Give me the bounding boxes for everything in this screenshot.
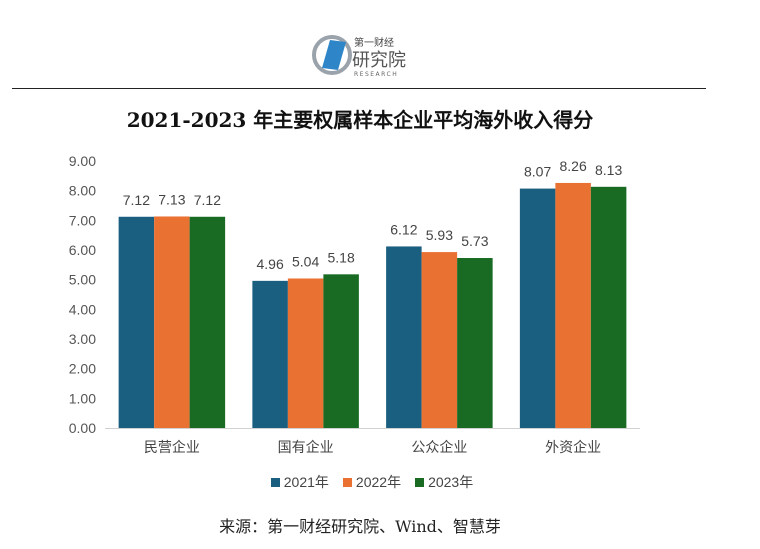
legend-label: 2021年 [283, 474, 329, 490]
x-tick-label: 民营企业 [144, 439, 200, 456]
chart-title: 2021-2023 年主要权属样本企业平均海外收入得分 [126, 108, 594, 132]
y-tick-label: 9.00 [69, 153, 96, 169]
bar [386, 246, 422, 428]
y-tick-label: 7.00 [69, 212, 96, 228]
x-tick-label: 公众企业 [411, 439, 467, 456]
source-note: 来源：第一财经研究院、Wind、智慧芽 [219, 517, 501, 536]
bar [519, 188, 556, 428]
bar [323, 274, 359, 428]
bar [421, 252, 458, 428]
data-label: 4.96 [257, 256, 284, 272]
y-tick-label: 6.00 [69, 242, 96, 258]
legend-item: 2022年 [342, 472, 402, 492]
bar [287, 278, 324, 428]
data-label: 5.93 [426, 227, 453, 243]
legend: 2021年 2022年 2023年 [0, 472, 752, 492]
legend-swatch [342, 477, 352, 487]
x-tick-label: 国有企业 [278, 439, 334, 456]
data-label: 5.73 [461, 233, 488, 249]
data-label: 7.12 [123, 192, 150, 208]
legend-item: 2021年 [270, 472, 329, 492]
y-tick-label: 2.00 [69, 361, 96, 377]
x-tick-label: 外资企业 [545, 439, 601, 456]
legend-item: 2023年 [415, 472, 473, 492]
legend-swatch [270, 477, 280, 487]
legend-swatch [415, 477, 425, 487]
data-label: 8.26 [560, 158, 587, 174]
svg-text:研究院: 研究院 [352, 50, 406, 71]
bar [457, 258, 493, 428]
data-label: 5.04 [292, 253, 319, 269]
y-tick-label: 8.00 [69, 183, 96, 199]
y-tick-label: 0.00 [69, 420, 96, 436]
data-label: 5.18 [328, 249, 355, 265]
data-label: 7.12 [194, 192, 221, 208]
data-label: 7.13 [158, 191, 185, 207]
header-divider [12, 88, 706, 89]
legend-label: 2023年 [428, 474, 474, 490]
svg-text:RESEARCH: RESEARCH [354, 71, 398, 78]
y-tick-label: 4.00 [69, 301, 96, 317]
logo: 第一财经 研究院 RESEARCH [312, 35, 406, 78]
bar [590, 186, 627, 428]
y-tick-label: 3.00 [69, 331, 96, 347]
bar [154, 216, 190, 428]
bar [189, 216, 226, 428]
bar [555, 182, 591, 428]
bar [252, 280, 288, 428]
bar [118, 216, 155, 428]
y-tick-label: 1.00 [69, 390, 96, 406]
data-label: 8.07 [524, 164, 551, 180]
data-label: 8.13 [595, 162, 622, 178]
y-tick-label: 5.00 [69, 272, 96, 288]
svg-text:第一财经: 第一财经 [354, 36, 394, 49]
legend-label: 2022年 [355, 474, 402, 490]
data-label: 6.12 [390, 221, 417, 237]
